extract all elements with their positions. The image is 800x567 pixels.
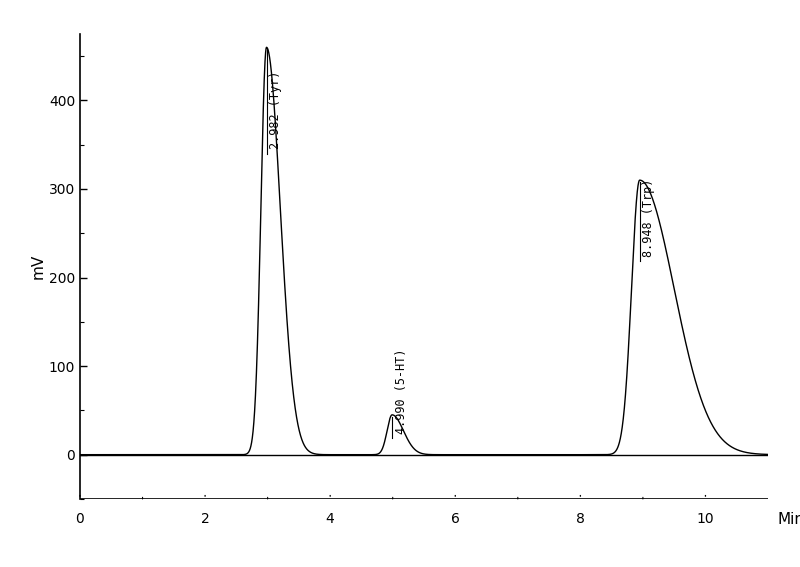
Text: 4.990 (5-HT): 4.990 (5-HT) bbox=[394, 349, 408, 434]
Text: 8: 8 bbox=[576, 512, 585, 526]
Text: 0: 0 bbox=[76, 512, 84, 526]
Text: 2.982 (Tyr): 2.982 (Tyr) bbox=[269, 71, 282, 149]
Text: 8.948 (Trp): 8.948 (Trp) bbox=[642, 179, 655, 257]
Text: 10: 10 bbox=[697, 512, 714, 526]
Y-axis label: mV: mV bbox=[31, 254, 46, 279]
Text: 4: 4 bbox=[326, 512, 334, 526]
Text: 2: 2 bbox=[201, 512, 210, 526]
Text: Min: Min bbox=[778, 512, 800, 527]
Text: 6: 6 bbox=[451, 512, 460, 526]
